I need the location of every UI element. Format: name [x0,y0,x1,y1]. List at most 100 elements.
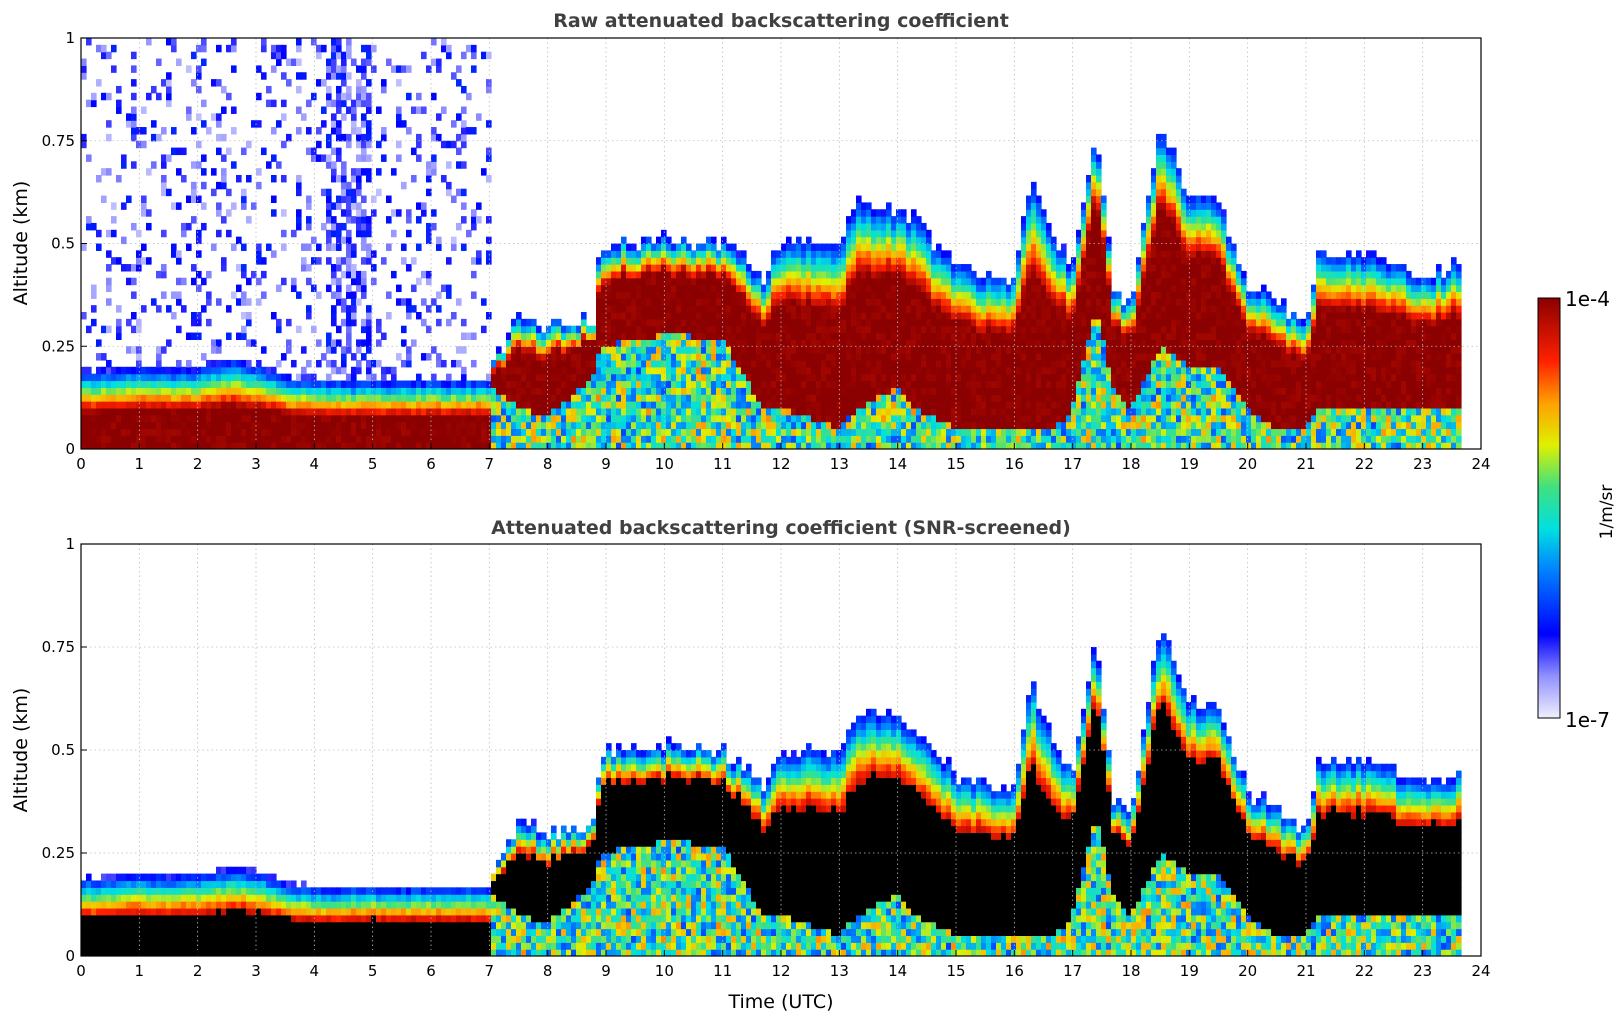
heatmap-cell [1001,401,1007,409]
heatmap-cell [106,387,112,395]
heatmap-cell [281,401,287,409]
heatmap-cell [201,394,207,402]
heatmap-cell [916,318,922,327]
heatmap-cell [906,264,912,272]
heatmap-cell [756,428,762,436]
heatmap-cell [136,373,142,382]
heatmap-cell [476,414,482,423]
heatmap-cell [636,401,642,409]
heatmap-cell [606,394,612,402]
heatmap-cell [276,394,282,402]
heatmap-cell [566,380,572,388]
heatmap-cell [611,346,617,354]
heatmap-cell [916,277,922,286]
heatmap-cell [326,236,332,245]
heatmap-cell [606,407,612,416]
heatmap-cell [546,407,552,416]
heatmap-cell [901,318,907,327]
heatmap-cell [946,298,952,306]
heatmap-cell [696,284,702,293]
heatmap-cell [626,353,632,361]
heatmap-cell [616,435,622,443]
heatmap-cell [531,387,537,395]
heatmap-cell [511,435,517,443]
heatmap-cell [366,394,372,402]
heatmap-cell [646,332,652,340]
heatmap-cell [666,366,672,375]
heatmap-cell [651,442,657,449]
heatmap-cell [296,387,302,395]
heatmap-cell [786,257,792,265]
heatmap-cell [1016,284,1022,293]
heatmap-cell [696,346,702,354]
heatmap-cell [661,250,667,258]
heatmap-cell [416,92,422,101]
heatmap-cell [276,120,282,128]
heatmap-cell [1031,380,1037,388]
heatmap-cell [776,346,782,354]
heatmap-cell [571,366,577,375]
heatmap-cell [266,407,272,416]
heatmap-cell [176,387,182,395]
heatmap-cell [281,373,287,382]
heatmap-cell [801,421,807,430]
heatmap-cell [811,257,817,265]
heatmap-cell [971,435,977,443]
heatmap-cell [651,414,657,423]
heatmap-cell [291,394,297,402]
heatmap-cell [196,442,202,449]
heatmap-cell [106,442,112,449]
heatmap-cell [396,120,402,128]
heatmap-cell [846,387,852,395]
heatmap-cell [876,270,882,279]
heatmap-cell [311,387,317,395]
heatmap-cell [851,209,857,217]
heatmap-cell [611,312,617,320]
heatmap-cell [351,270,357,279]
heatmap-cell [341,79,347,87]
heatmap-cell [896,236,902,245]
heatmap-cell [86,366,92,375]
heatmap-cell [681,332,687,340]
heatmap-cell [676,442,682,449]
heatmap-cell [281,394,287,402]
heatmap-cell [376,394,382,402]
heatmap-cell [826,284,832,293]
heatmap-cell [941,387,947,395]
heatmap-cell [896,305,902,313]
heatmap-cell [831,305,837,313]
heatmap-cell [631,428,637,436]
heatmap-cell [991,401,997,409]
heatmap-cell [886,250,892,258]
heatmap-cell [821,359,827,368]
heatmap-cell [861,202,867,210]
heatmap-cell [1021,291,1027,299]
heatmap-cell [961,359,967,368]
heatmap-cell [616,359,622,368]
heatmap-cell [81,428,87,436]
heatmap-cell [821,394,827,402]
heatmap-cell [356,394,362,402]
heatmap-cell [851,373,857,382]
heatmap-cell [956,264,962,272]
heatmap-cell [956,284,962,293]
heatmap-cell [521,401,527,409]
heatmap-cell [91,222,97,231]
heatmap-cell [1006,284,1012,293]
heatmap-cell [521,373,527,382]
heatmap-cell [916,332,922,340]
heatmap-cell [1026,209,1032,217]
heatmap-cell [541,394,547,402]
heatmap-cell [676,394,682,402]
heatmap-cell [831,284,837,293]
heatmap-cell [331,216,337,224]
heatmap-cell [716,373,722,382]
heatmap-cell [716,250,722,258]
heatmap-cell [726,318,732,327]
heatmap-cell [611,353,617,361]
heatmap-cell [306,387,312,395]
heatmap-cell [891,421,897,430]
heatmap-cell [991,414,997,423]
heatmap-cell [796,284,802,293]
heatmap-cell [366,332,372,340]
